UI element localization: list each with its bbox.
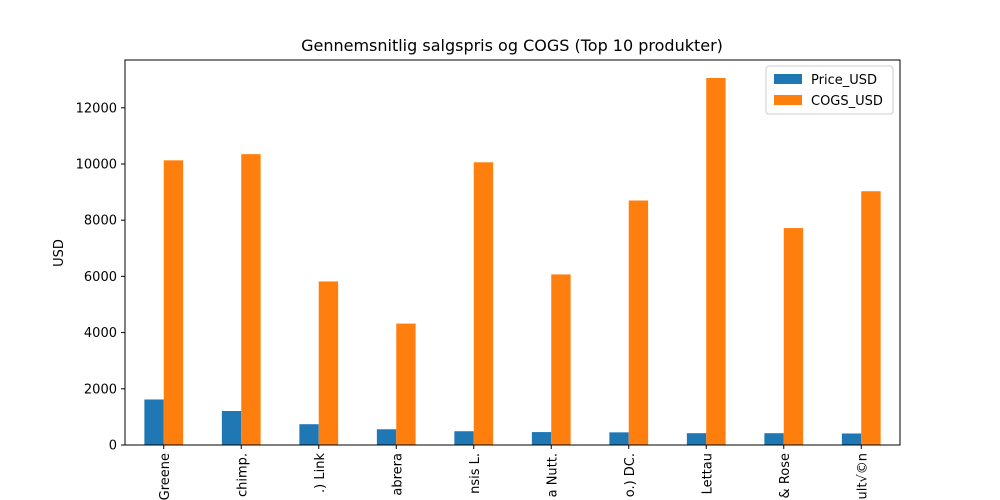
bar-cogs-usd-2	[241, 154, 261, 445]
y-tick-label: 0	[109, 439, 117, 454]
bar-price-usd-3	[299, 424, 319, 445]
x-tick-label: abrera	[390, 453, 405, 496]
plot-frame	[124, 59, 901, 446]
x-tick-label: chimp.	[235, 453, 250, 497]
bar-cogs-usd-7	[628, 200, 649, 445]
y-tick-label: 8000	[84, 214, 117, 229]
y-tick-label: 6000	[84, 270, 117, 285]
y-axis: 0 2000 4000 6000 8000 10000 12000	[76, 101, 125, 454]
bar-cogs-usd-5	[473, 162, 494, 445]
chart-title: Gennemsnitlig salgspris og COGS (Top 10 …	[301, 36, 723, 55]
bar-cogs-usd-9	[783, 228, 804, 445]
legend: Price_USD COGS_USD	[765, 65, 894, 115]
bar-cogs-usd-1	[163, 160, 184, 445]
bar-price-usd-7	[609, 432, 629, 445]
y-tick-label: 12000	[76, 101, 117, 116]
legend-swatch	[774, 74, 802, 84]
bar-price-usd-8	[686, 433, 707, 445]
x-tick-label: nsis L.	[468, 453, 483, 494]
bar-cogs-usd-8	[706, 77, 726, 445]
bar-price-usd-6	[531, 432, 552, 445]
legend-label: COGS_USD	[811, 94, 883, 109]
y-axis-label: USD	[52, 239, 67, 267]
x-tick-label: o.) DC.	[623, 453, 638, 497]
x-tick-label: .) Link	[313, 453, 328, 493]
y-tick-label: 4000	[84, 326, 117, 341]
bars-group	[144, 77, 881, 445]
y-tick-label: 2000	[84, 382, 117, 397]
bar-price-usd-4	[376, 429, 397, 445]
bar-cogs-usd-6	[551, 274, 571, 445]
legend-label: Price_USD	[811, 73, 877, 88]
y-tick-label: 10000	[76, 157, 117, 172]
bar-price-usd-10	[841, 433, 862, 445]
x-tick-label: ult√©n	[855, 453, 870, 499]
bar-price-usd-2	[221, 410, 242, 445]
x-tick-label: & Rose	[778, 453, 793, 498]
x-tick-label: Lettau	[700, 453, 715, 494]
bar-price-usd-5	[454, 431, 474, 445]
bar-price-usd-1	[144, 399, 164, 445]
x-axis: Greene chimp. .) Link abrera nsis L. a Nutt. o…	[158, 445, 870, 500]
x-tick-label: Greene	[158, 453, 173, 500]
bar-cogs-usd-10	[861, 191, 881, 445]
bar-price-usd-9	[764, 433, 784, 445]
bar-cogs-usd-3	[318, 281, 339, 445]
x-tick-label: a Nutt.	[545, 453, 560, 497]
legend-swatch	[774, 95, 802, 105]
bar-cogs-usd-4	[396, 323, 416, 445]
